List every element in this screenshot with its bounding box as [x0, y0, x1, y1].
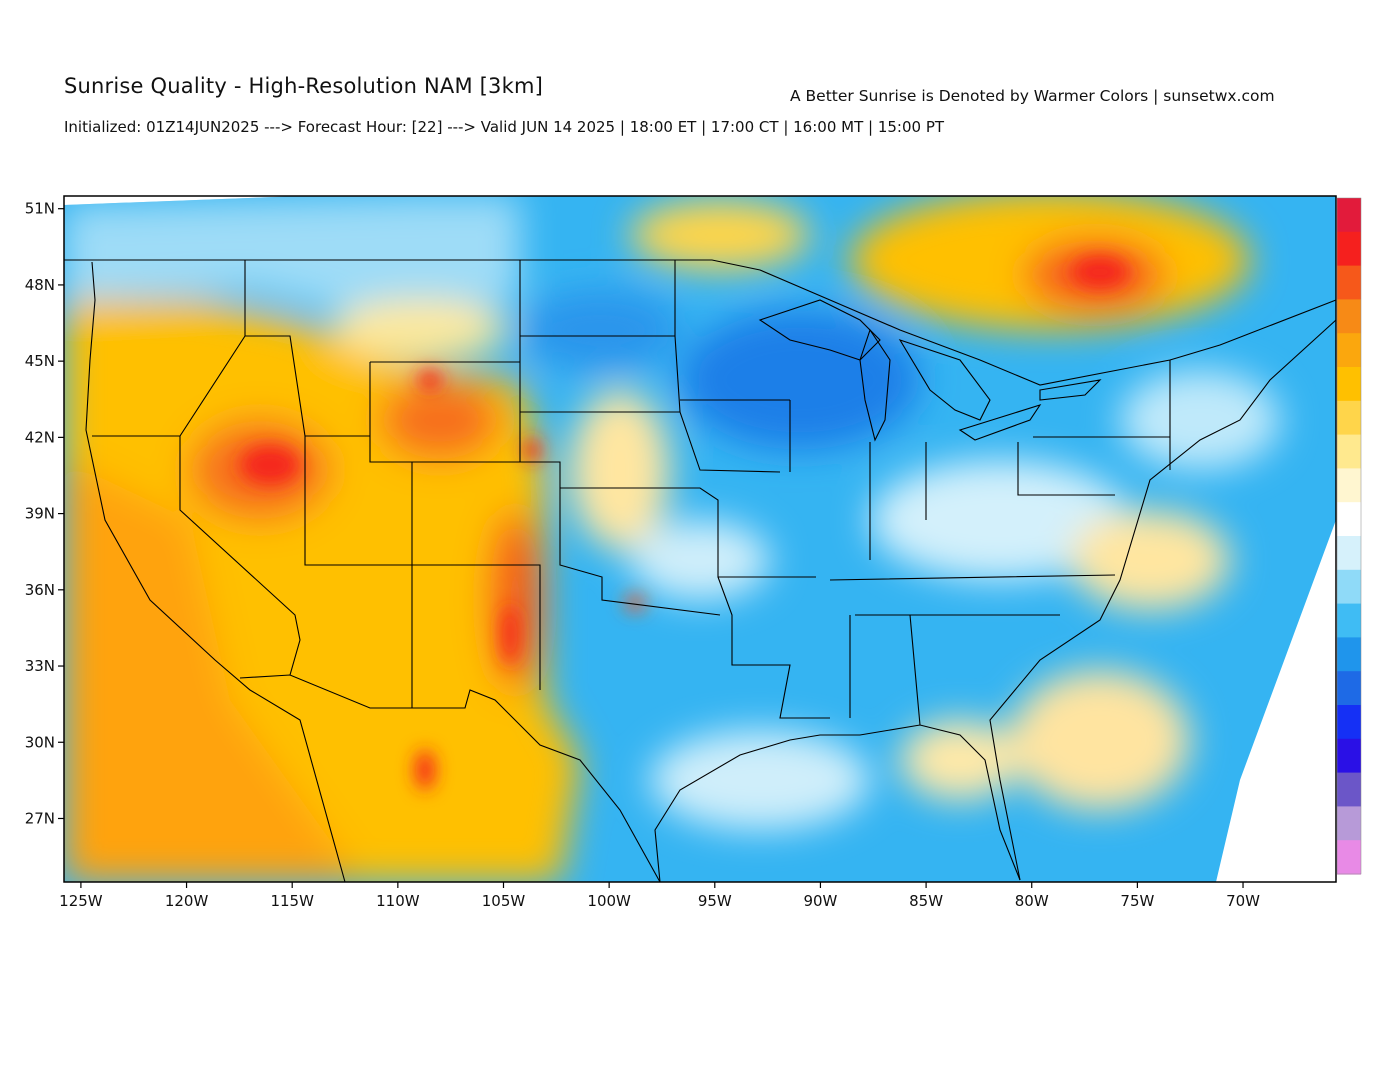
lon-tick-label: 125W: [59, 892, 103, 910]
colorbar-swatch: [1337, 569, 1361, 605]
lon-tick-label: 95W: [698, 892, 732, 910]
lon-tick-label: 90W: [803, 892, 837, 910]
colorbar-swatch: [1337, 705, 1361, 740]
colorbar-swatch: [1337, 536, 1361, 571]
colorbar-swatch: [1337, 772, 1361, 807]
lon-tick-label: 85W: [909, 892, 943, 910]
lat-tick-label: 36N: [25, 581, 55, 599]
colorbar-swatch: [1337, 468, 1361, 503]
lat-axis: 51N 48N 45N 42N 39N 36N 33N 30N 27N: [25, 200, 64, 827]
lon-tick-label: 110W: [376, 892, 420, 910]
lat-tick-label: 27N: [25, 809, 55, 827]
map-frame: [63, 195, 1337, 883]
colorbar-swatch: [1337, 502, 1361, 537]
lat-tick-label: 51N: [25, 200, 55, 218]
lon-tick-label: 80W: [1015, 892, 1049, 910]
colorbar-swatch: [1337, 637, 1361, 672]
page-title: Sunrise Quality - High-Resolution NAM [3…: [64, 74, 543, 98]
colorbar: [1336, 197, 1362, 875]
colorbar-swatch: [1337, 434, 1361, 469]
init-line: Initialized: 01Z14JUN2025 ---> Forecast …: [64, 118, 945, 136]
page-subtitle: A Better Sunrise is Denoted by Warmer Co…: [790, 87, 1275, 105]
colorbar-swatch: [1337, 299, 1361, 334]
colorbar-swatch: [1337, 231, 1361, 267]
colorbar-swatch: [1337, 265, 1361, 300]
colorbar-swatch: [1337, 806, 1361, 841]
lat-tick-label: 33N: [25, 657, 55, 675]
lon-tick-label: 75W: [1120, 892, 1154, 910]
lon-tick-label: 120W: [165, 892, 209, 910]
colorbar-frame: [1336, 197, 1362, 875]
lat-tick-label: 30N: [25, 733, 55, 751]
lat-tick-label: 39N: [25, 505, 55, 523]
colorbar-swatch: [1337, 400, 1361, 436]
colorbar-swatch: [1337, 603, 1361, 638]
colorbar-swatch: [1337, 840, 1361, 875]
colorbar-swatch: [1337, 738, 1361, 774]
colorbar-swatch: [1337, 367, 1361, 402]
colorbar-swatch: [1337, 198, 1361, 233]
lon-tick-label: 105W: [482, 892, 526, 910]
colorbar-swatch: [1337, 671, 1361, 706]
lon-tick-label: 115W: [270, 892, 314, 910]
lat-tick-label: 48N: [25, 276, 55, 294]
lon-tick-label: 100W: [587, 892, 631, 910]
colorbar-swatch: [1337, 333, 1361, 368]
forecast-field: [64, 196, 1336, 882]
lon-axis: 125W 120W 115W 110W 105W 100W 95W 90W 85W 80W 75W 7…: [59, 882, 1260, 910]
lat-tick-label: 42N: [25, 428, 55, 446]
lat-tick-label: 45N: [25, 352, 55, 370]
boundary-lines: [64, 259, 1337, 883]
lon-tick-label: 70W: [1226, 892, 1260, 910]
